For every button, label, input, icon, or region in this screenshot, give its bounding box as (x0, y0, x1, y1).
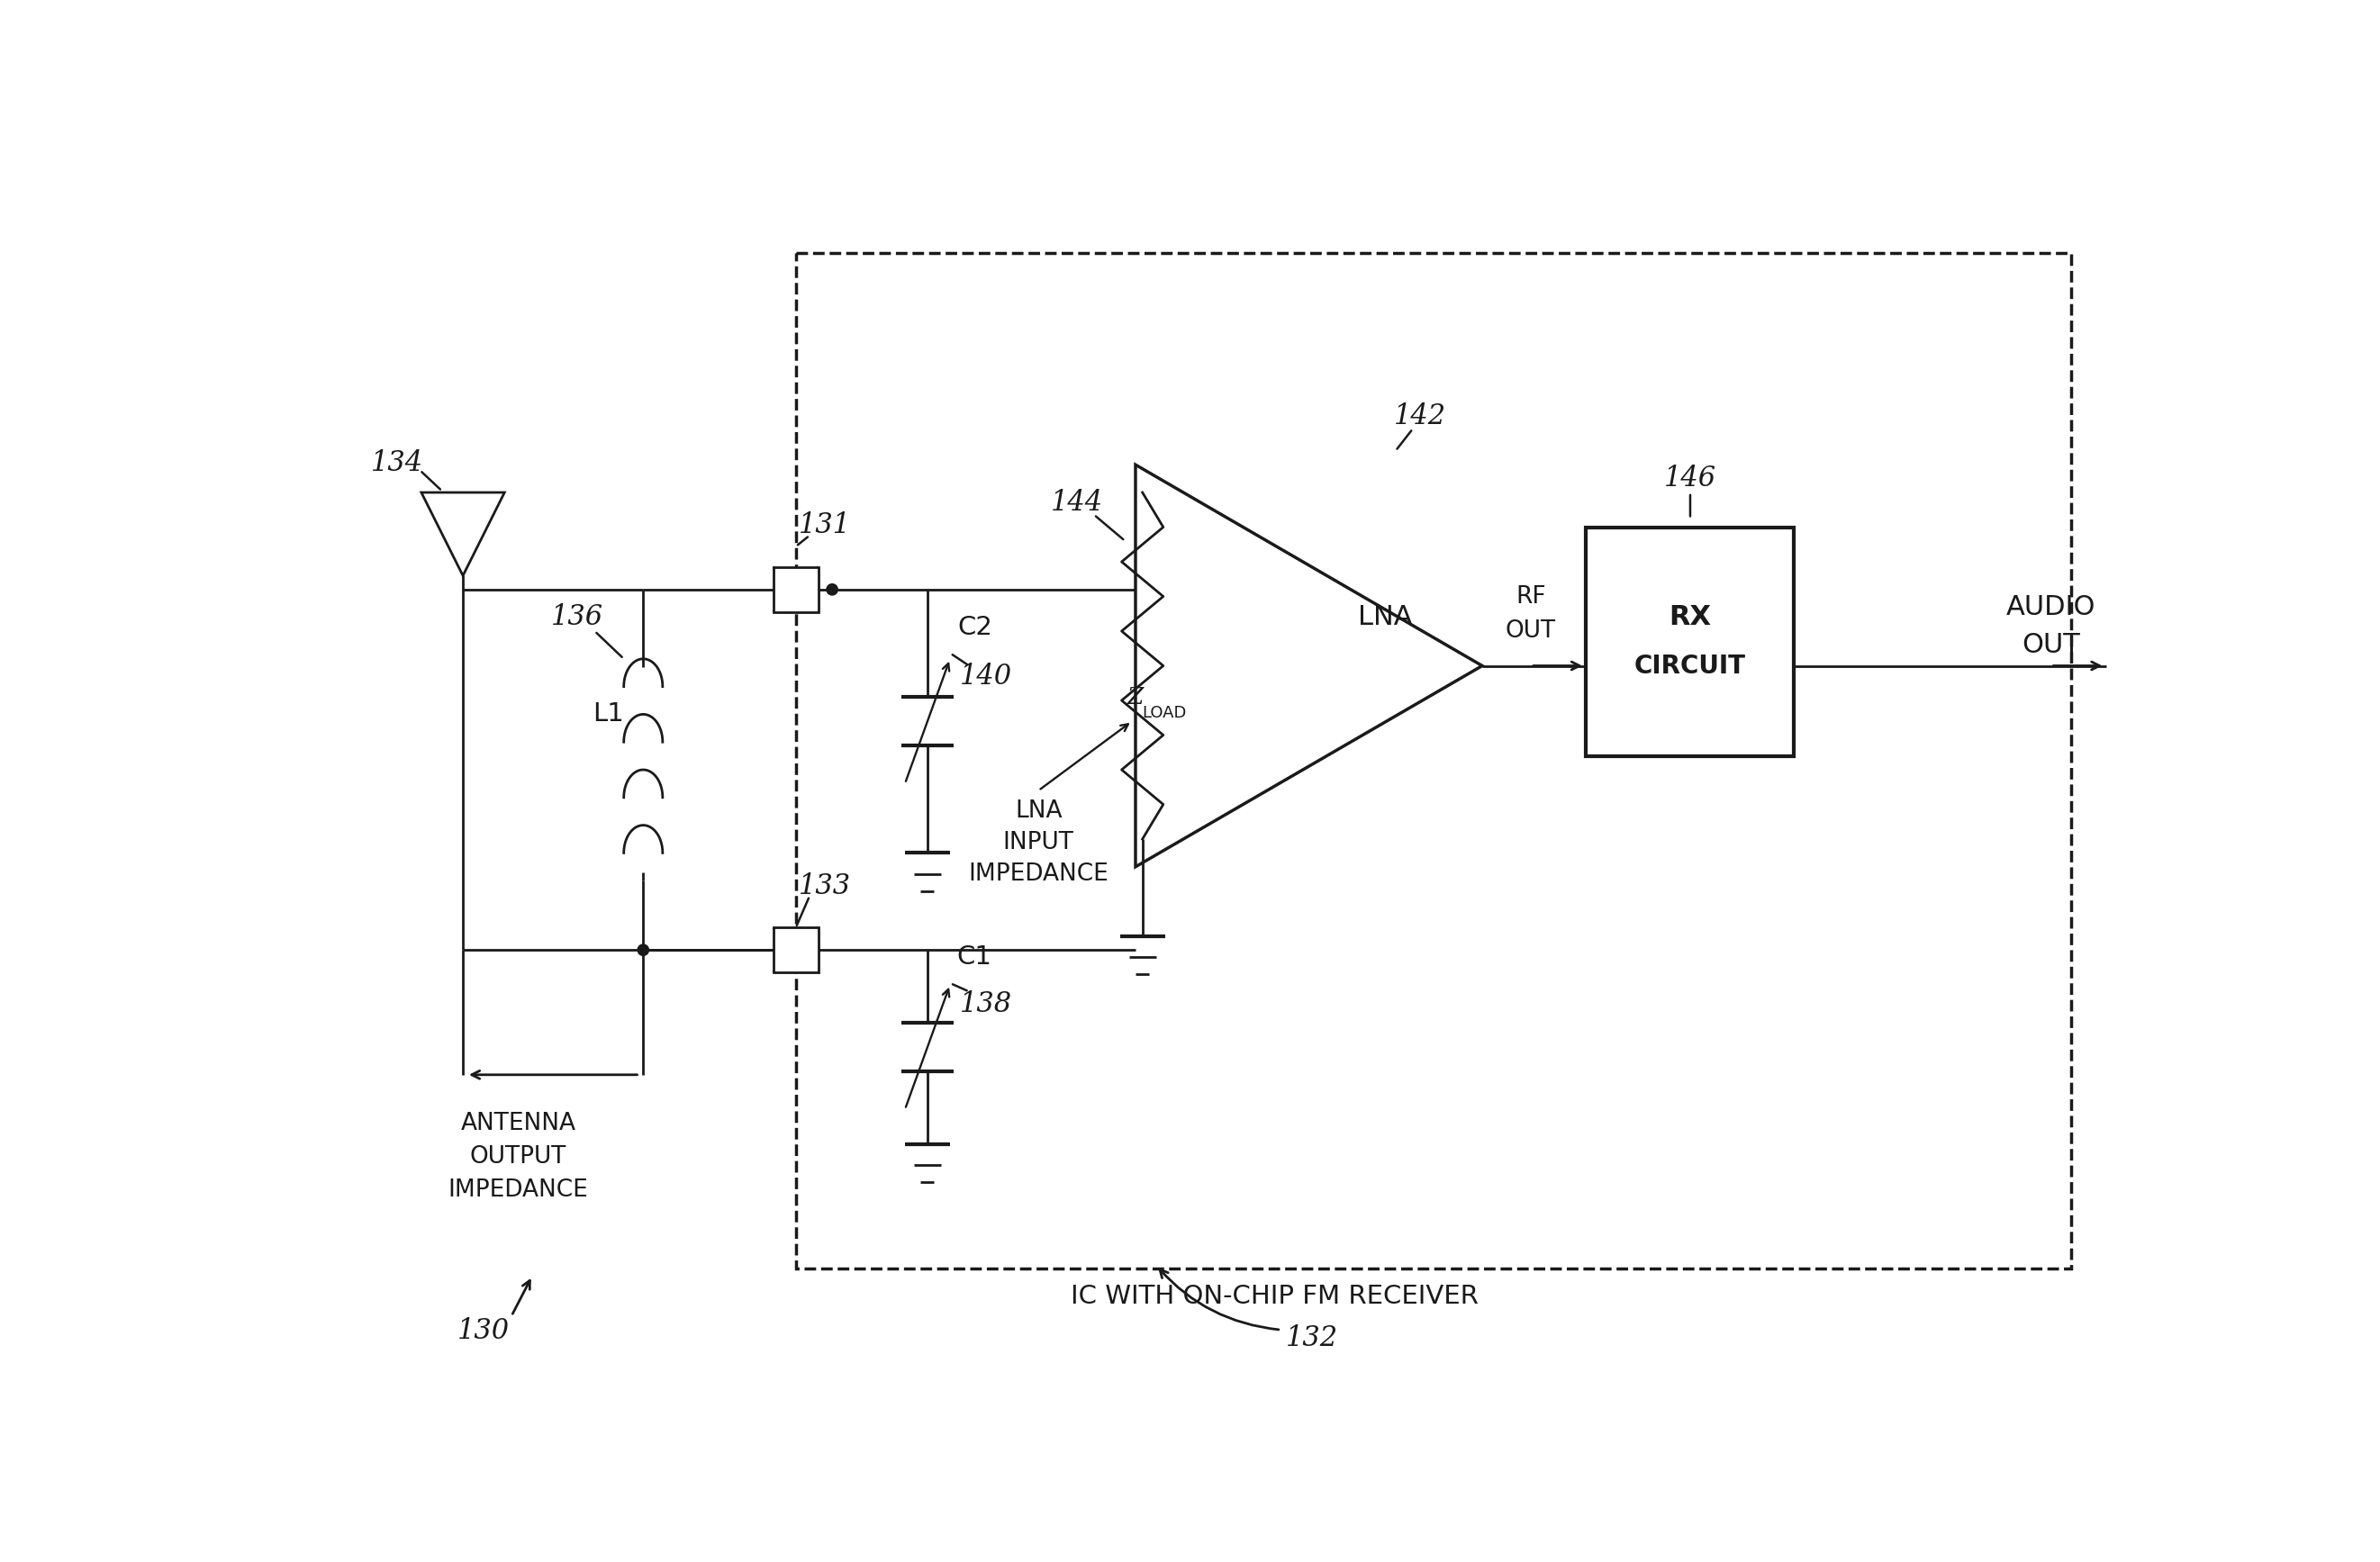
Circle shape (826, 584, 838, 595)
Text: C2: C2 (957, 615, 992, 640)
Text: IC WITH ON-CHIP FM RECEIVER: IC WITH ON-CHIP FM RECEIVER (1071, 1284, 1478, 1309)
Text: AUDIO: AUDIO (2006, 594, 2094, 620)
Text: OUT: OUT (2021, 633, 2080, 658)
Text: OUTPUT: OUTPUT (471, 1145, 566, 1168)
Text: 142: 142 (1395, 403, 1447, 430)
Text: LNA: LNA (1014, 800, 1061, 823)
Text: 136: 136 (552, 603, 605, 631)
Text: RF: RF (1516, 584, 1547, 608)
Text: OUT: OUT (1507, 620, 1557, 644)
Text: LOAD: LOAD (1142, 704, 1188, 722)
Text: 140: 140 (959, 662, 1012, 690)
Text: C1: C1 (957, 945, 992, 970)
Text: ANTENNA: ANTENNA (462, 1112, 576, 1136)
Text: INPUT: INPUT (1002, 831, 1073, 854)
Text: RX: RX (1668, 604, 1711, 631)
Text: 131: 131 (800, 512, 852, 540)
Text: 130: 130 (457, 1317, 509, 1345)
Text: 144: 144 (1050, 489, 1102, 517)
Text: 146: 146 (1664, 464, 1716, 492)
Bar (774, 928, 819, 973)
Bar (774, 567, 819, 612)
Text: L1: L1 (593, 701, 624, 726)
Text: 134: 134 (371, 450, 424, 478)
Circle shape (638, 945, 650, 956)
Text: Z: Z (1128, 686, 1145, 708)
Text: CIRCUIT: CIRCUIT (1635, 653, 1747, 678)
Text: IMPEDANCE: IMPEDANCE (969, 862, 1109, 886)
Text: LNA: LNA (1359, 604, 1411, 631)
Text: IMPEDANCE: IMPEDANCE (447, 1178, 588, 1201)
Text: 133: 133 (800, 872, 852, 900)
Text: 132: 132 (1285, 1325, 1338, 1353)
Text: 138: 138 (959, 990, 1012, 1018)
FancyBboxPatch shape (1585, 526, 1795, 756)
